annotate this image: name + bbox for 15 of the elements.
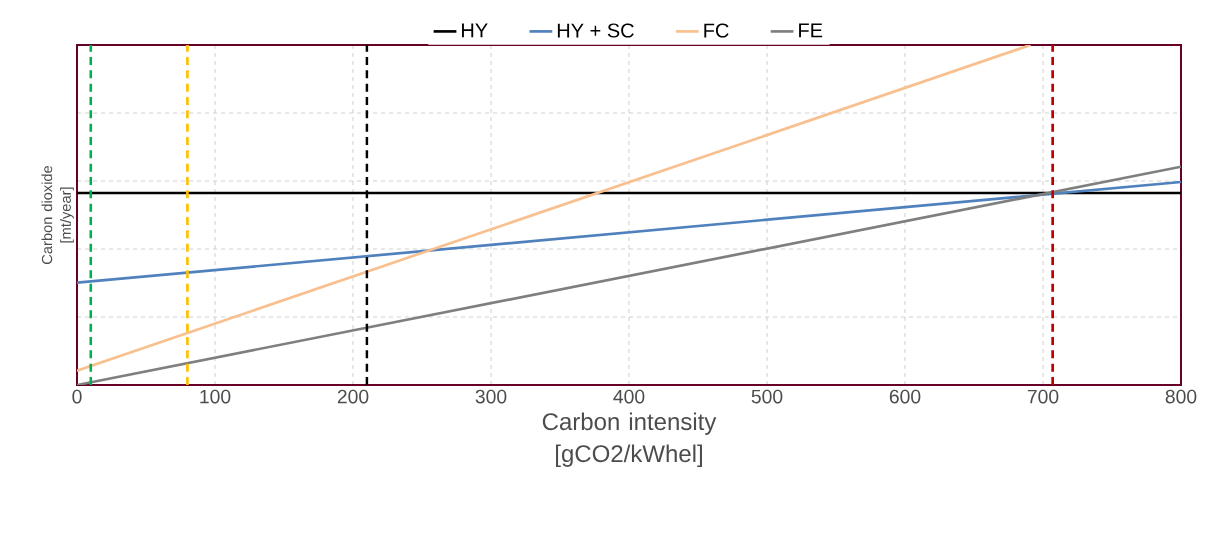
x-tick-label: 700 bbox=[1027, 389, 1059, 404]
x-tick-label: 200 bbox=[337, 389, 369, 404]
legend-label: HY + SC bbox=[557, 23, 634, 38]
x-tick-label: 300 bbox=[475, 389, 507, 404]
legend-label: HY bbox=[462, 23, 488, 38]
x-tick-label: 800 bbox=[1165, 389, 1197, 404]
x-tick-label: 600 bbox=[889, 389, 921, 404]
y-axis-title: Carbon dioxide [mt/year] bbox=[41, 165, 74, 264]
x-tick-label: 400 bbox=[613, 389, 645, 404]
legend-label: FE bbox=[799, 23, 823, 38]
legend-label: FC bbox=[704, 23, 729, 38]
x-tick-label: 100 bbox=[200, 389, 231, 404]
x-axis-title: Carbon intensity [gCO2/kWhel] bbox=[542, 412, 717, 467]
x-tick-label: 500 bbox=[751, 389, 783, 404]
x-tick-label: 0 bbox=[72, 389, 82, 404]
